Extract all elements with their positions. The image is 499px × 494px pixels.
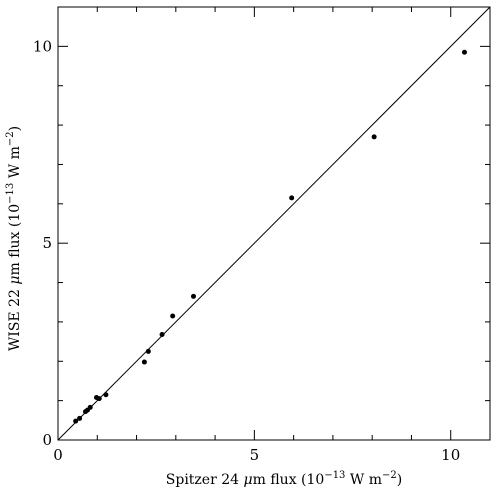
x-axis-label-exp1: −13	[324, 470, 345, 481]
y-axis-label-prefix: WISE 22	[7, 285, 23, 351]
data-point	[461, 49, 467, 55]
y-tick-label: 0	[42, 431, 52, 449]
x-axis-label-symbol: μ	[244, 472, 253, 488]
data-point	[73, 418, 79, 424]
y-axis-label-suffix: )	[7, 126, 23, 131]
data-point	[371, 134, 377, 140]
y-tick-label: 10	[33, 37, 52, 55]
x-axis-label-suffix: )	[397, 472, 402, 488]
data-point	[141, 359, 147, 365]
data-point	[77, 415, 83, 421]
data-points	[73, 49, 467, 424]
y-axis-label-middle: m flux (10	[7, 204, 23, 276]
data-point	[103, 392, 109, 398]
one-to-one-line	[57, 6, 491, 441]
x-axis-label: Spitzer 24 μm flux (10−13 W m−2)	[166, 470, 402, 488]
data-point	[159, 332, 165, 338]
data-point	[145, 348, 151, 354]
y-tick-label: 5	[42, 234, 52, 252]
x-axis-label-prefix: Spitzer 24	[166, 472, 244, 488]
y-axis-label-symbol: μ	[7, 276, 23, 285]
y-axis-label-unit: W m	[7, 146, 23, 183]
x-axis-label-middle: m flux (10	[253, 472, 325, 488]
y-axis-label-exp1: −13	[5, 183, 16, 204]
y-axis-label-exp2: −2	[5, 131, 16, 146]
data-point	[87, 404, 93, 410]
x-tick-label: 5	[250, 446, 260, 464]
x-tick-label: 0	[53, 446, 63, 464]
x-tick-label: 10	[441, 446, 460, 464]
x-axis-label-exp2: −2	[382, 470, 397, 481]
data-point	[170, 313, 176, 319]
tick-labels: 0 5 10 0 5 10	[33, 37, 460, 464]
axis-ticks	[57, 6, 491, 441]
data-point	[190, 293, 196, 299]
data-point	[96, 396, 102, 402]
y-axis-label: WISE 22 μm flux (10−13 W m−2)	[5, 126, 23, 351]
plot-frame	[57, 6, 491, 441]
plot-area	[57, 6, 491, 441]
x-axis-label-unit: W m	[345, 472, 382, 488]
data-point	[289, 195, 295, 201]
